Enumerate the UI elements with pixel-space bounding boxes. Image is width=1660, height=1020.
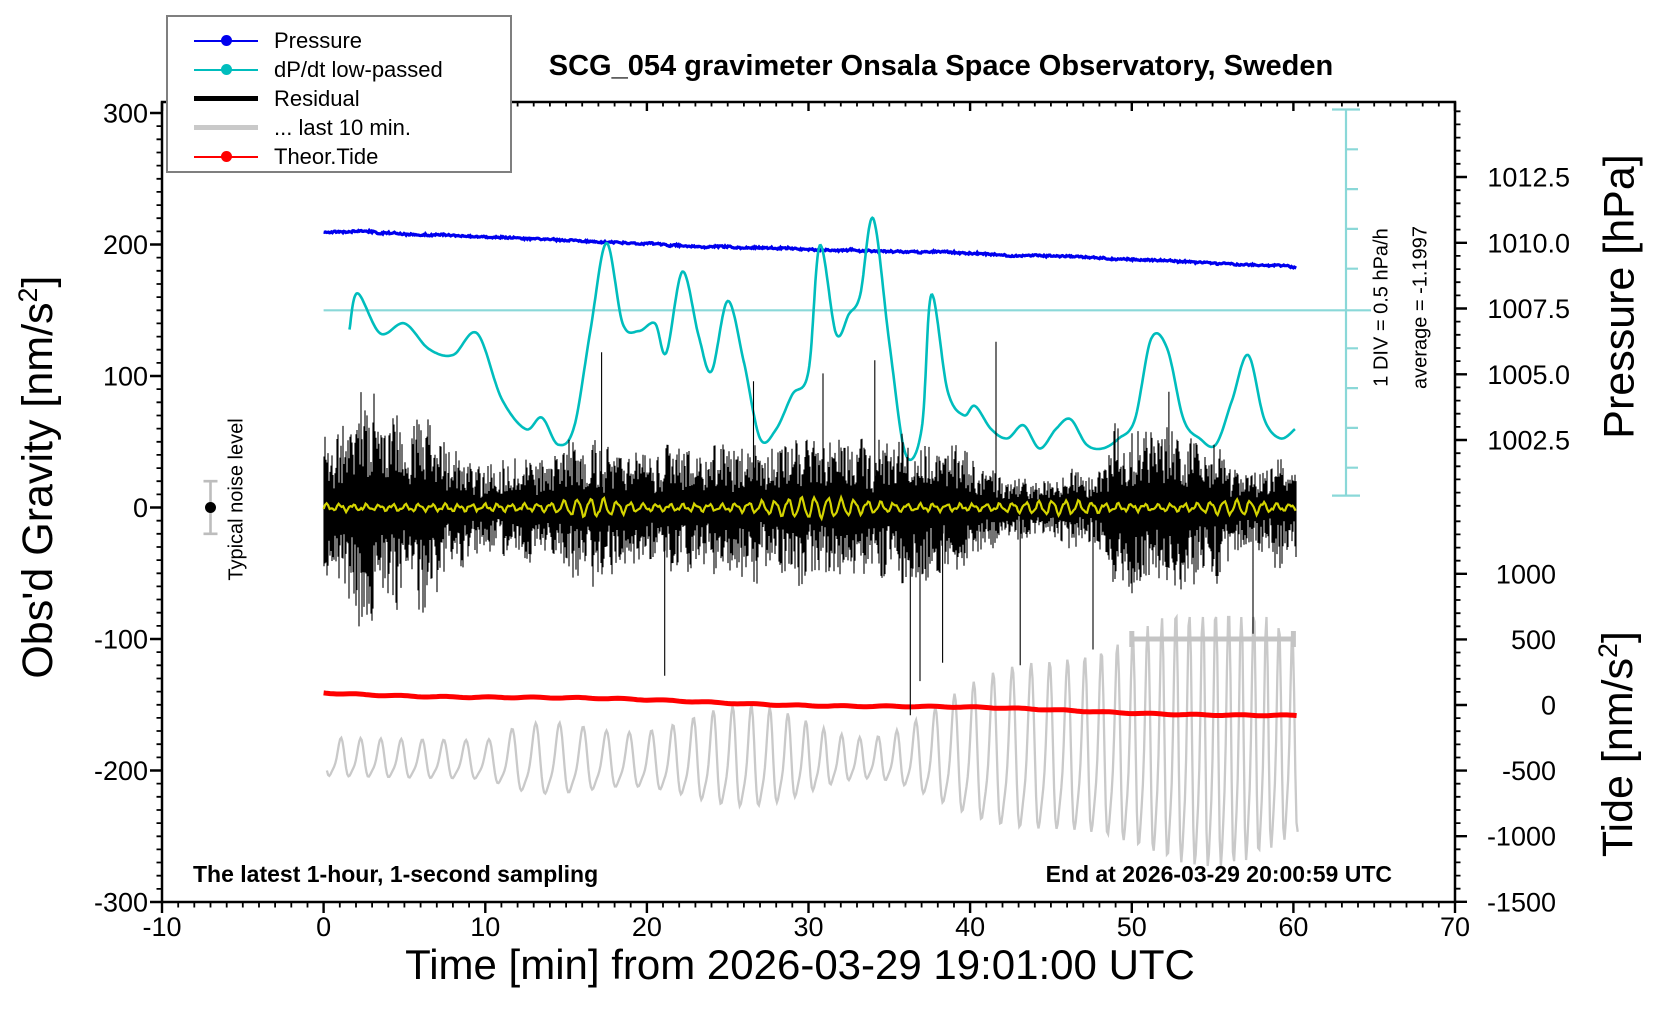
svg-text:1012.5: 1012.5 [1487,163,1570,193]
noise-level-label: Typical noise level [225,418,248,581]
svg-text:50: 50 [1117,912,1147,942]
svg-text:-300: -300 [94,888,148,918]
end-time-note: End at 2026-03-29 20:00:59 UTC [1045,861,1392,887]
legend-label: Theor.Tide [274,143,379,169]
legend-line-icon [194,96,258,101]
legend-label: Pressure [274,27,363,53]
svg-text:-200: -200 [94,756,148,786]
noise-level-dot [205,502,216,513]
svg-text:-10: -10 [142,912,181,942]
svg-text:40: 40 [955,912,985,942]
legend-sample-2 [194,89,258,109]
residual-curve [323,341,1297,716]
legend-sample-1 [194,60,258,80]
svg-text:1010.0: 1010.0 [1487,228,1570,258]
legend-label: ... last 10 min. [274,114,411,140]
plot-frame [160,100,1457,904]
svg-text:70: 70 [1440,912,1470,942]
div-scale-note: 1 DIV = 0.5 hPa/h [1370,228,1393,387]
legend-item-0: Pressure [168,26,510,55]
gravity-axis-label: Obs'd Gravity [nm/s2] [12,275,63,679]
axis-ticks [150,102,1467,913]
svg-text:10: 10 [470,912,500,942]
legend-dot-icon [220,64,232,75]
legend-label: Residual [274,85,360,111]
svg-text:20: 20 [632,912,662,942]
residual-last10-curve [325,613,1299,867]
legend-item-3: ... last 10 min. [168,113,510,142]
svg-text:300: 300 [103,99,148,129]
svg-text:-500: -500 [1502,756,1556,786]
legend-dot-icon [220,151,232,162]
legend-line-icon [194,125,258,130]
legend-label: dP/dt low-passed [274,56,443,82]
ten-min-scalebar [1129,631,1296,647]
svg-text:-1500: -1500 [1487,887,1556,917]
svg-text:0: 0 [316,912,331,942]
legend-sample-3 [194,118,258,138]
svg-text:1002.5: 1002.5 [1487,426,1570,456]
dpdt-curve [348,216,1296,462]
legend-item-4: Theor.Tide [168,142,510,171]
svg-text:500: 500 [1511,625,1556,655]
svg-text:1005.0: 1005.0 [1487,360,1570,390]
legend-item-2: Residual [168,84,510,113]
svg-text:1000: 1000 [1496,559,1556,589]
legend-sample-4 [194,147,258,167]
axis-tick-labels: -10 0 10 20 30 40 50 60 703002001000-100-200-300… [94,99,1570,943]
tide-axis-label: Tide [nm/s2] [1592,631,1643,858]
svg-text:30: 30 [793,912,823,942]
yellow-filtered-curve [322,494,1297,522]
legend-item-1: dP/dt low-passed [168,55,510,84]
chart-title: SCG_054 gravimeter Onsala Space Observat… [548,50,1334,82]
noise-level-marker [203,479,218,536]
pressure-curve [323,227,1297,270]
svg-text:0: 0 [133,493,148,523]
legend-rows: Pressure dP/dt low-passed Residual ... last… [168,26,510,171]
svg-text:200: 200 [103,230,148,260]
sampling-note: The latest 1-hour, 1-second sampling [193,861,599,887]
svg-text:-1000: -1000 [1487,822,1556,852]
legend-dot-icon [220,35,232,46]
dpdt-scale-bar [323,108,1371,497]
x-axis-label: Time [min] from 2026-03-29 19:01:00 UTC [405,941,1195,988]
svg-text:-100: -100 [94,625,148,655]
legend-sample-0 [194,31,258,51]
average-note: average = -1.1997 [1409,226,1432,389]
legend: Pressure dP/dt low-passed Residual ... last… [166,15,512,173]
svg-text:1007.5: 1007.5 [1487,294,1570,324]
svg-text:100: 100 [103,362,148,392]
svg-text:0: 0 [1541,691,1556,721]
theor-tide-curve [323,690,1297,719]
svg-text:60: 60 [1278,912,1308,942]
